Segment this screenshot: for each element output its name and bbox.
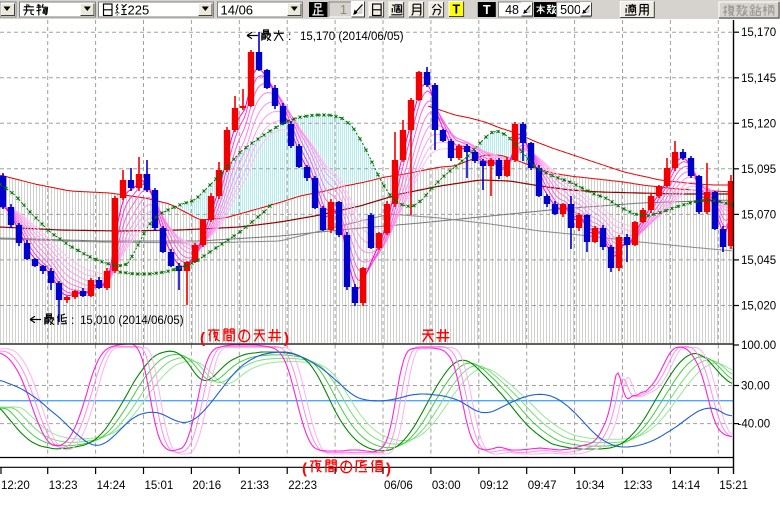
svg-text:1: 1 [340, 3, 347, 17]
svg-text:-40.00: -40.00 [738, 419, 771, 431]
svg-text:06/06: 06/06 [384, 480, 413, 492]
svg-text:15:01: 15:01 [145, 480, 174, 492]
svg-text:15:21: 15:21 [719, 480, 748, 492]
svg-text:(: ( [302, 461, 307, 478]
svg-text:500: 500 [560, 3, 581, 17]
svg-text:): ) [386, 461, 391, 478]
svg-text:09:47: 09:47 [528, 480, 557, 492]
svg-text:03:00: 03:00 [432, 480, 461, 492]
svg-text:T: T [452, 3, 460, 17]
svg-text:15,010 (2014/06/05): 15,010 (2014/06/05) [80, 315, 184, 327]
svg-text:14:24: 14:24 [97, 480, 126, 492]
svg-text:225: 225 [128, 3, 150, 18]
svg-text:(: ( [200, 330, 205, 347]
svg-text:14:14: 14:14 [671, 480, 700, 492]
svg-text:12:33: 12:33 [624, 480, 653, 492]
svg-text:T: T [483, 3, 491, 17]
svg-text:13:23: 13:23 [49, 480, 78, 492]
svg-text:): ) [284, 330, 289, 347]
svg-text:14/06: 14/06 [221, 3, 254, 18]
svg-text:15,095: 15,095 [741, 164, 776, 176]
svg-text:10:34: 10:34 [576, 480, 605, 492]
svg-text::: : [288, 29, 291, 43]
svg-text:21:33: 21:33 [240, 480, 269, 492]
svg-text:09:12: 09:12 [480, 480, 509, 492]
svg-text:15,045: 15,045 [741, 255, 776, 267]
svg-text:20:16: 20:16 [192, 480, 221, 492]
svg-text:15,120: 15,120 [741, 118, 776, 130]
svg-text:15,170 (2014/06/05): 15,170 (2014/06/05) [300, 31, 404, 43]
svg-text:22:23: 22:23 [288, 480, 317, 492]
svg-text:15,070: 15,070 [741, 209, 776, 221]
svg-text:15,170: 15,170 [741, 27, 776, 39]
svg-text:30.00: 30.00 [741, 381, 770, 393]
svg-text:15,145: 15,145 [741, 73, 776, 85]
svg-text:12:20: 12:20 [1, 480, 30, 492]
svg-text:48: 48 [505, 3, 519, 17]
svg-text:100.00: 100.00 [741, 340, 776, 352]
svg-text:15,020: 15,020 [741, 301, 776, 313]
svg-text::: : [71, 313, 74, 327]
